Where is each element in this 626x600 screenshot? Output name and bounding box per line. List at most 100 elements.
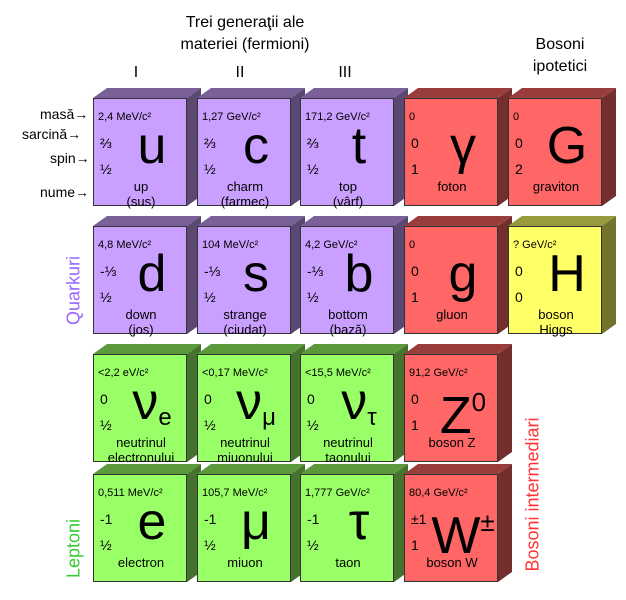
particle-symbol: b [327,243,391,305]
particle-cell-bottom: 4,2 GeV/c² -⅓ ½ b bottom (bază) [300,216,408,337]
particle-spin: ½ [204,537,216,553]
particle-cell-photon: 0 0 1 γ foton [404,88,512,208]
particle-symbol-letter: b [344,245,374,303]
particle-name: taon [335,555,361,570]
particle-mass: 0,511 MeV/c² [98,487,163,499]
cell-top-face [300,88,408,98]
particle-charge: -⅓ [100,263,117,279]
particle-symbol: γ [431,115,495,177]
particle-cell-nu_e: <2,2 eV/c² 0 ½ νe neutrinul electronului [93,344,201,465]
particle-spin: 1 [411,289,419,305]
particle-mass: <0,17 MeV/c² [202,367,268,379]
particle-cell-z: 91,2 GeV/c² 0 1 Z0 boson Z [404,344,512,464]
particle-cell-w: 80,4 GeV/c² ±1 1 W± boson W [404,464,512,584]
particle-cell-electron: 0,511 MeV/c² -1 ½ e electron [93,464,201,584]
particle-charge: 0 [515,135,523,151]
particle-symbol-letter: μ [241,493,271,551]
charge-row-label: sarcină→ [22,126,82,142]
cell-side-face [602,88,616,206]
particle-symbol: g [431,243,495,305]
particle-charge: -⅓ [307,263,324,279]
particle-name: boson W [426,555,478,570]
cell-top-face [508,216,616,226]
leptons-group-label: Leptoni [63,518,84,579]
particle-charge: -1 [307,511,320,527]
particle-name: neutrinul taonului [323,435,373,465]
particle-spin: ½ [100,289,112,305]
particle-symbol: u [120,115,184,177]
cell-side-face [602,216,616,334]
particle-spin: ½ [307,289,319,305]
particle-charge: ⅔ [204,135,216,151]
particle-spin: ½ [307,161,319,177]
particle-cell-gluon: 0 0 1 g gluon [404,216,512,336]
particle-charge: -⅓ [204,263,221,279]
particle-symbol-letter: τ [348,493,370,551]
particle-cell-nu_mu: <0,17 MeV/c² 0 ½ νμ neutrinul miuonului [197,344,305,465]
cell-front-face: 105,7 MeV/c² -1 ½ μ miuon [197,474,291,582]
particle-mass: 4,2 GeV/c² [305,239,358,251]
cell-top-face [300,344,408,354]
particle-charge: ±1 [411,511,427,527]
particle-spin: 0 [515,289,523,305]
spin-row-label: spin→ [50,150,90,166]
particle-charge: 0 [515,263,523,279]
particle-mass: 1,27 GeV/c² [202,111,261,123]
particle-symbol: ντ [327,371,391,433]
particle-symbol-subscript: e [158,404,172,431]
particle-cell-up: 2,4 MeV/c² ⅔ ½ u up (sus) [93,88,201,209]
particle-name: foton [437,179,467,194]
particle-symbol-subscript: τ [367,404,377,431]
cell-top-face [404,464,512,474]
particle-spin: 1 [411,537,419,553]
particle-symbol-letter: ν [236,373,263,431]
particle-name: bottom (bază) [328,307,368,337]
particle-symbol-letter: W [431,507,481,565]
particle-charge: ⅔ [100,135,112,151]
name-row-label: nume→ [40,184,90,200]
particle-name: strange (ciudat) [223,307,267,337]
cell-top-face [300,464,408,474]
cell-front-face: 1,777 GeV/c² -1 ½ τ taon [300,474,394,582]
particle-symbol: d [120,243,184,305]
particle-symbol: τ [327,491,391,553]
particle-mass: 0 [409,111,416,123]
cell-front-face: <2,2 eV/c² 0 ½ νe neutrinul electronului [93,354,187,465]
cell-top-face [508,88,616,98]
particle-charge: 0 [100,391,108,407]
cell-front-face: 171,2 GeV/c² ⅔ ½ t top (vârf) [300,98,394,209]
particle-symbol: e [120,491,184,553]
particle-symbol-letter: ν [341,373,368,431]
particle-mass: 171,2 GeV/c² [305,111,370,123]
cell-side-face [498,464,512,582]
particle-symbol: νe [120,371,184,433]
particle-charge: 0 [411,135,419,151]
particle-symbol: t [327,115,391,177]
particle-mass: 0 [409,239,416,251]
particle-mass: 80,4 GeV/c² [409,487,468,499]
particle-cell-strange: 104 MeV/c² -⅓ ½ s strange (ciudat) [197,216,305,337]
particle-symbol-superscript: 0 [471,387,487,417]
cell-side-face [498,344,512,462]
particle-spin: ½ [307,417,319,433]
cell-top-face [197,344,305,354]
particle-symbol: H [535,243,599,305]
particle-symbol-letter: G [546,117,588,175]
cell-top-face [404,344,512,354]
particle-name: graviton [532,179,580,194]
particle-spin: 2 [515,161,523,177]
cell-front-face: 104 MeV/c² -⅓ ½ s strange (ciudat) [197,226,291,337]
particle-mass: 105,7 MeV/c² [202,487,268,499]
particle-symbol: W± [431,491,495,565]
cell-top-face [197,88,305,98]
particle-spin: ½ [204,161,216,177]
particle-charge: 0 [411,263,419,279]
particle-symbol-letter: s [243,245,269,303]
cell-front-face: 2,4 MeV/c² ⅔ ½ u up (sus) [93,98,187,209]
cell-front-face: <0,17 MeV/c² 0 ½ νμ neutrinul miuonului [197,354,291,465]
particle-symbol-letter: u [137,117,167,175]
particle-symbol: G [535,115,599,177]
particle-spin: ½ [100,537,112,553]
generation-3-label: III [338,64,352,81]
cell-front-face: <15,5 MeV/c² 0 ½ ντ neutrinul taonului [300,354,394,465]
